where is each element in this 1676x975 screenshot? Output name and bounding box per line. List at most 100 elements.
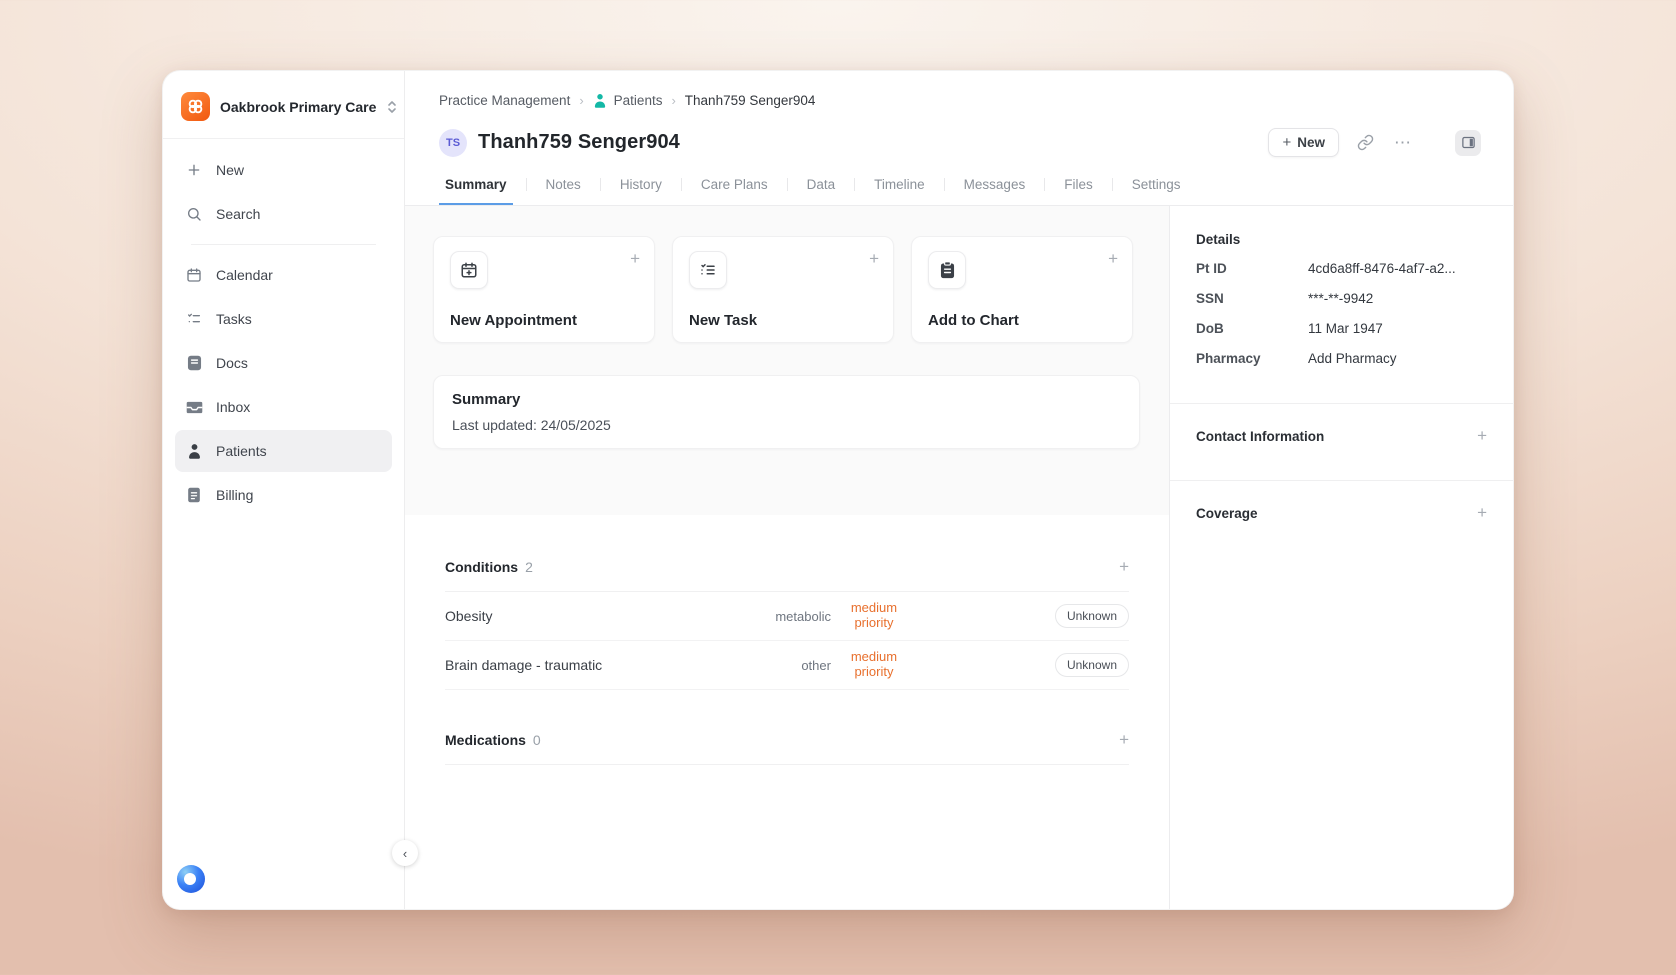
tab-notes[interactable]: Notes — [545, 177, 581, 192]
title-row: TS Thanh759 Senger904 + New ⋯ — [439, 128, 1481, 157]
page-header: Practice Management › Patients › Thanh75… — [405, 71, 1513, 206]
sidebar-item-new[interactable]: New — [175, 149, 392, 191]
detail-row-ssn: SSN ***-**-9942 — [1196, 291, 1487, 306]
condition-status-badge[interactable]: Unknown — [1054, 604, 1129, 628]
medications-count: 0 — [532, 732, 541, 748]
condition-row[interactable]: Obesity metabolic medium priority Unknow… — [445, 592, 1129, 641]
panel-right-icon — [1461, 136, 1475, 149]
tab-separator — [943, 178, 945, 191]
tab-separator — [854, 178, 856, 191]
page-title: Thanh759 Senger904 — [478, 131, 680, 153]
tab-timeline[interactable]: Timeline — [874, 177, 925, 192]
sidebar-collapse-button[interactable]: ‹ — [392, 840, 418, 866]
sidebar-item-label: Patients — [216, 443, 267, 459]
add-pharmacy-link[interactable]: Add Pharmacy — [1308, 351, 1397, 366]
conditions-title: Conditions — [445, 559, 519, 575]
sidebar-item-docs[interactable]: Docs — [175, 342, 392, 384]
coverage-section: Coverage + — [1170, 480, 1513, 557]
search-icon — [185, 206, 203, 222]
new-task-card[interactable]: + New Task — [672, 236, 894, 343]
collapse-chevron-icon: ‹ — [402, 845, 408, 861]
inbox-icon — [185, 400, 203, 415]
sidebar-item-patients[interactable]: Patients — [175, 430, 392, 472]
right-panel-toggle-button[interactable] — [1455, 129, 1481, 156]
condition-status-badge[interactable]: Unknown — [1054, 653, 1129, 677]
breadcrumb-current: Thanh759 Senger904 — [684, 93, 816, 108]
sidebar-item-label: New — [216, 162, 245, 178]
condition-name: Brain damage - traumatic — [445, 657, 603, 673]
new-button[interactable]: + New — [1268, 128, 1339, 157]
detail-row-pt-id: Pt ID 4cd6a8ff-8476-4af7-a2... — [1196, 261, 1487, 276]
condition-row[interactable]: Brain damage - traumatic other medium pr… — [445, 641, 1129, 690]
tab-data[interactable]: Data — [806, 177, 836, 192]
condition-category: other — [801, 657, 831, 673]
copy-link-button[interactable] — [1353, 131, 1377, 155]
plus-icon: + — [1108, 249, 1118, 268]
quick-action-label: New Appointment — [450, 312, 577, 329]
sidebar-item-inbox[interactable]: Inbox — [175, 386, 392, 428]
add-medication-button[interactable]: + — [1119, 730, 1129, 749]
plus-icon — [185, 162, 203, 178]
breadcrumb-separator-icon: › — [671, 93, 676, 108]
sidebar-nav: New Search Calendar Tasks — [163, 139, 404, 518]
add-contact-button[interactable]: + — [1477, 426, 1487, 445]
detail-label: Pharmacy — [1196, 351, 1261, 366]
tab-bar: Summary Notes History Care Plans Data Ti… — [439, 173, 1481, 205]
sidebar-item-label: Tasks — [216, 311, 252, 327]
person-icon — [185, 443, 203, 459]
breadcrumb-patients-label: Patients — [613, 93, 663, 108]
breadcrumb: Practice Management › Patients › Thanh75… — [439, 93, 1481, 108]
more-options-button[interactable]: ⋯ — [1391, 131, 1415, 155]
medications-header: Medications 0 + — [445, 730, 1129, 765]
quick-action-label: New Task — [689, 312, 758, 329]
sidebar-item-calendar[interactable]: Calendar — [175, 254, 392, 296]
tab-separator — [1044, 178, 1046, 191]
tab-separator — [1111, 178, 1113, 191]
new-appointment-card[interactable]: + New Appointment — [433, 236, 655, 343]
dob-value: 11 Mar 1947 — [1308, 321, 1383, 336]
sidebar-item-tasks[interactable]: Tasks — [175, 298, 392, 340]
detail-label: DoB — [1196, 321, 1224, 336]
plus-icon: + — [630, 249, 640, 268]
plus-icon: + — [869, 249, 879, 268]
tab-history[interactable]: History — [619, 177, 662, 192]
patient-avatar: TS — [439, 128, 467, 157]
sidebar-item-label: Search — [216, 206, 261, 222]
summary-tab-content: + New Appointment + New Task — [405, 206, 1169, 909]
ellipsis-icon: ⋯ — [1394, 132, 1412, 152]
conditions-header: Conditions 2 + — [445, 557, 1129, 592]
ssn-value: ***-**-9942 — [1308, 291, 1374, 306]
assistant-avatar[interactable] — [177, 865, 205, 893]
calendar-plus-icon — [450, 251, 488, 289]
quick-action-label: Add to Chart — [928, 312, 1019, 329]
breadcrumb-patients[interactable]: Patients — [593, 93, 663, 108]
breadcrumb-root[interactable]: Practice Management — [439, 93, 571, 108]
condition-priority: medium priority — [850, 649, 898, 679]
tab-summary[interactable]: Summary — [439, 173, 513, 205]
clipboard-icon — [928, 251, 966, 289]
tab-care-plans[interactable]: Care Plans — [700, 177, 768, 192]
checklist-icon — [689, 251, 727, 289]
workspace-logo-icon — [181, 92, 210, 121]
patient-id-value: 4cd6a8ff-8476-4af7-a2... — [1308, 261, 1456, 276]
tab-messages[interactable]: Messages — [963, 177, 1026, 192]
header-actions: + New ⋯ — [1268, 128, 1481, 157]
tab-files[interactable]: Files — [1064, 177, 1093, 192]
sidebar: Oakbrook Primary Care New Search — [163, 71, 405, 909]
document-icon — [185, 355, 203, 371]
tab-separator — [680, 178, 682, 191]
condition-category: metabolic — [775, 608, 831, 624]
sidebar-item-search[interactable]: Search — [175, 193, 392, 235]
add-coverage-button[interactable]: + — [1477, 503, 1487, 522]
summary-last-updated: Last updated: 24/05/2025 — [452, 417, 611, 433]
tab-separator — [525, 178, 527, 191]
detail-row-dob: DoB 11 Mar 1947 — [1196, 321, 1487, 336]
add-condition-button[interactable]: + — [1119, 557, 1129, 576]
new-button-label: New — [1297, 135, 1325, 150]
workspace-switcher[interactable]: Oakbrook Primary Care — [163, 71, 404, 139]
sidebar-item-billing[interactable]: Billing — [175, 474, 392, 516]
add-to-chart-card[interactable]: + Add to Chart — [911, 236, 1133, 343]
tab-settings[interactable]: Settings — [1131, 177, 1181, 192]
summary-card-title: Summary — [452, 391, 521, 408]
contact-information-section: Contact Information + — [1170, 403, 1513, 480]
